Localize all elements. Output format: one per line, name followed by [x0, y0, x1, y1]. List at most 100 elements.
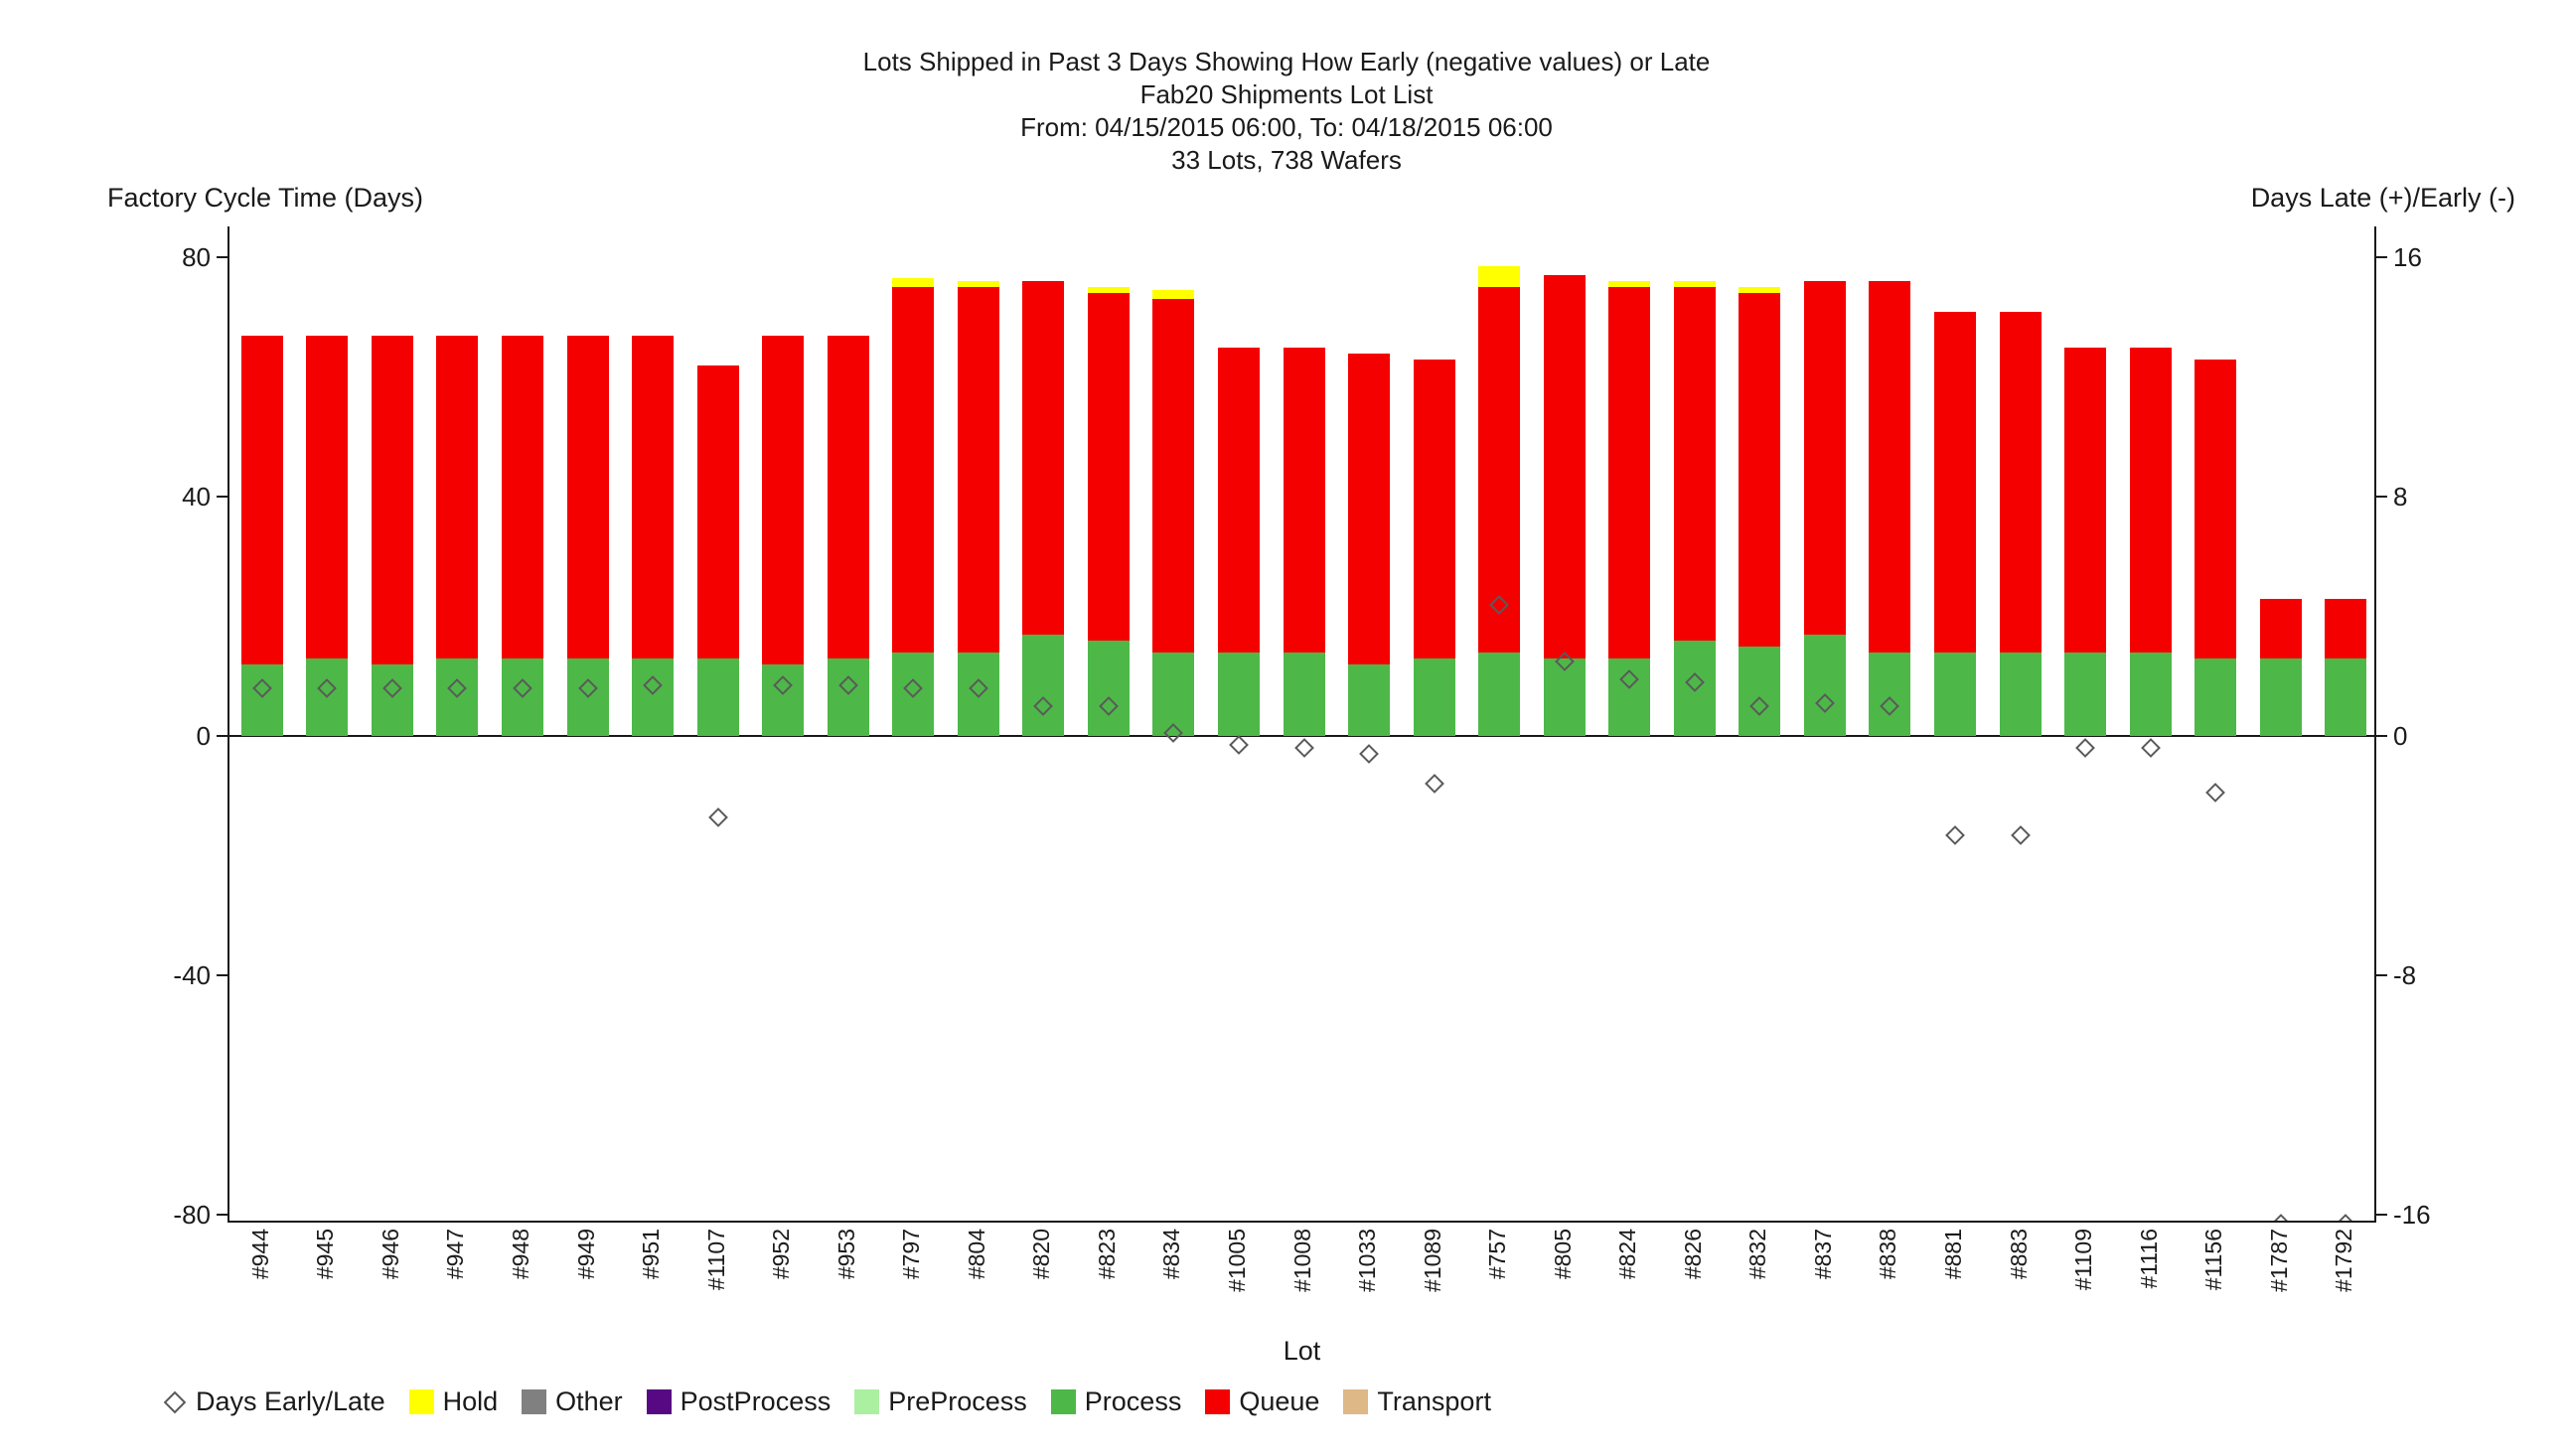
bar-segment-process [2064, 652, 2107, 737]
legend-label: Process [1084, 1386, 1182, 1416]
legend-item-days-early-late: Days Early/Late [162, 1386, 385, 1417]
bar-segment-queue [892, 287, 935, 653]
bar-segment-queue [2325, 598, 2367, 658]
bar-segment-queue [1999, 311, 2042, 653]
bar-segment-queue [1608, 287, 1651, 658]
bar-segment-process [2129, 652, 2172, 737]
bar-segment-queue [436, 335, 479, 658]
right-axis-tick-label: 8 [2393, 482, 2408, 512]
bar-segment-queue [1283, 347, 1325, 653]
bar-segment-process [1869, 652, 1911, 737]
bar-segment-hold [1152, 290, 1195, 300]
bar-segment-queue [1739, 293, 1781, 647]
bar-segment-process [696, 657, 739, 737]
bar-segment-hold [1673, 281, 1716, 288]
bar-segment-process [1413, 657, 1455, 737]
right-axis-tick [2376, 256, 2387, 259]
left-axis-tick [217, 974, 227, 977]
bar-segment-process [892, 652, 935, 737]
bar-segment-process [2325, 657, 2367, 737]
x-axis-label: #1787 [2265, 1229, 2292, 1292]
right-axis-tick-label: 16 [2393, 242, 2422, 273]
bar-segment-queue [240, 335, 283, 664]
bar-segment-queue [2195, 359, 2237, 658]
postprocess-swatch-icon [646, 1389, 672, 1414]
bar-segment-hold [1739, 287, 1781, 294]
bar-segment-queue [1087, 293, 1130, 641]
bar-segment-queue [371, 335, 413, 664]
days-early-late-marker [1424, 774, 1444, 795]
bar-segment-hold [957, 281, 999, 288]
bar-segment-hold [1608, 281, 1651, 288]
x-axis-label: #824 [1614, 1229, 1641, 1280]
other-swatch-icon [522, 1389, 547, 1414]
x-axis-label: #948 [507, 1229, 533, 1280]
left-axis-tick-label: -80 [173, 1200, 211, 1231]
bar-segment-process [2195, 657, 2237, 737]
bar-segment-process [1283, 652, 1325, 737]
bar-segment-process [566, 657, 609, 737]
x-axis-label: #1008 [1288, 1229, 1315, 1292]
bar-segment-queue [1022, 281, 1065, 635]
bar-segment-queue [501, 335, 543, 658]
legend-item-process: Process [1050, 1386, 1182, 1417]
x-axis-label: #805 [1549, 1229, 1576, 1280]
bar-segment-queue [1348, 353, 1391, 664]
bar-segment-queue [632, 335, 675, 658]
bar-segment-process [1673, 640, 1716, 737]
x-axis-label: #953 [832, 1229, 859, 1280]
bar-segment-queue [2259, 598, 2302, 658]
bar-segment-queue [2129, 347, 2172, 653]
days-early-late-marker [1229, 735, 1249, 756]
bar-segment-queue [2064, 347, 2107, 653]
x-axis-label: #757 [1484, 1229, 1511, 1280]
x-axis-label: #837 [1809, 1229, 1836, 1280]
bar-segment-process [827, 657, 869, 737]
legend-label: Queue [1239, 1386, 1320, 1416]
bar-segment-process [1152, 652, 1195, 737]
legend-label: Transport [1377, 1386, 1491, 1416]
bar-segment-queue [1478, 287, 1521, 653]
legend-item-transport: Transport [1343, 1386, 1491, 1417]
bar-segment-hold [892, 278, 935, 288]
x-axis-label: #1792 [2331, 1229, 2357, 1292]
legend-item-queue: Queue [1205, 1386, 1319, 1417]
bar-segment-process [1478, 652, 1521, 737]
bar-segment-process [2259, 657, 2302, 737]
bar-segment-process [632, 657, 675, 737]
bar-segment-process [371, 663, 413, 737]
chart-title-line3: From: 04/15/2015 06:00, To: 04/18/2015 0… [1020, 112, 1553, 142]
bar-segment-process [1608, 657, 1651, 737]
legend-label: Hold [442, 1386, 499, 1416]
days-early-late-marker [1293, 738, 1314, 759]
days-early-late-marker [1359, 744, 1379, 765]
days-early-late-marker [2205, 783, 2226, 803]
x-axis-label: #945 [312, 1229, 339, 1280]
legend-label: Other [555, 1386, 623, 1416]
left-axis-tick [217, 496, 227, 499]
x-axis-label: #838 [1875, 1229, 1901, 1280]
bar-segment-queue [306, 335, 349, 658]
bar-segment-process [957, 652, 999, 737]
queue-swatch-icon [1205, 1389, 1231, 1414]
bar-segment-process [1739, 646, 1781, 737]
days-early-late-marker [2075, 738, 2095, 759]
x-axis-label: #1116 [2135, 1229, 2162, 1289]
x-axis-label: #1109 [2070, 1229, 2097, 1291]
preprocess-swatch-icon [854, 1389, 880, 1414]
x-axis-label: #1089 [1419, 1229, 1445, 1292]
x-axis-label: #1033 [1354, 1229, 1381, 1292]
right-axis-tick [2376, 1214, 2387, 1217]
days-early-late-marker [2140, 738, 2161, 759]
chart-title-block: Lots Shipped in Past 3 Days Showing How … [0, 46, 2573, 177]
bar-segment-queue [1933, 311, 1976, 653]
days-early-late-diamond-icon [163, 1390, 187, 1413]
days-early-late-marker [2270, 1214, 2291, 1221]
chart-title-line2: Fab20 Shipments Lot List [1139, 79, 1434, 109]
legend-label: Days Early/Late [196, 1386, 385, 1416]
left-axis-tick-label: -40 [173, 960, 211, 991]
x-axis-label: #881 [1939, 1229, 1966, 1280]
bar-segment-queue [1803, 281, 1846, 635]
chart-title-line1: Lots Shipped in Past 3 Days Showing How … [862, 47, 1711, 76]
right-axis-tick-label: -16 [2393, 1200, 2431, 1231]
